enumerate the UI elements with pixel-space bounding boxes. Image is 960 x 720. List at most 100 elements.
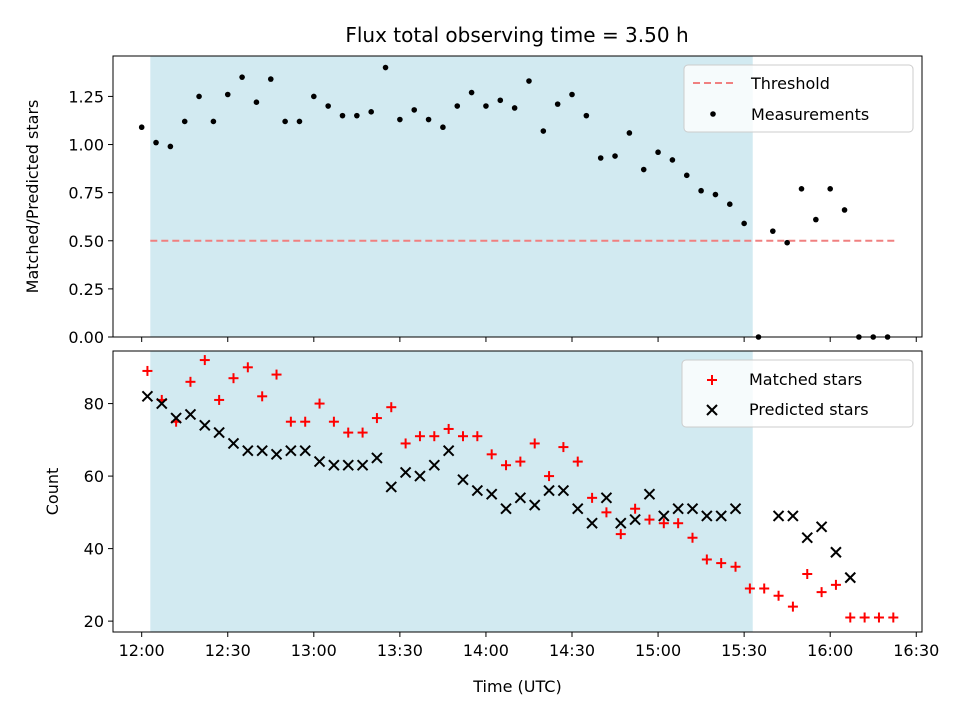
predicted-star-point bbox=[701, 510, 713, 522]
ratio-axes-frame bbox=[112, 55, 923, 338]
y-tick-label: 80 bbox=[84, 395, 104, 414]
measurement-point bbox=[569, 91, 575, 98]
predicted-star-point bbox=[514, 492, 527, 504]
y-tick-label: 60 bbox=[84, 467, 104, 486]
matched-star-point bbox=[443, 423, 454, 434]
measurement-point bbox=[640, 166, 647, 173]
measurement-point bbox=[526, 78, 532, 84]
measurement-point bbox=[296, 118, 303, 125]
legend-frame bbox=[681, 359, 914, 428]
measurement-point bbox=[827, 186, 833, 192]
predicted-star-point bbox=[199, 419, 211, 432]
measurement-point bbox=[267, 76, 274, 82]
predicted-star-point bbox=[672, 503, 684, 515]
legend-measurements-label: Measurements bbox=[751, 105, 869, 124]
matched-star-point bbox=[644, 514, 655, 525]
matched-star-point bbox=[587, 492, 598, 503]
legend-threshold-label: Threshold bbox=[750, 74, 830, 93]
predicted-star-point bbox=[414, 470, 426, 482]
matched-star-point bbox=[328, 416, 339, 427]
measurement-point bbox=[583, 112, 590, 119]
matched-star-point bbox=[400, 438, 411, 449]
predicted-star-point bbox=[500, 503, 512, 515]
predicted-star-point bbox=[557, 484, 570, 497]
matched-star-point bbox=[185, 376, 196, 387]
matched-star-point bbox=[429, 431, 440, 442]
measurement-point bbox=[354, 112, 360, 119]
matched-star-point bbox=[357, 427, 368, 438]
predicted-star-point bbox=[815, 521, 828, 533]
predicted-star-point bbox=[356, 459, 369, 471]
matched-star-point bbox=[285, 416, 296, 427]
predicted-star-point bbox=[801, 532, 813, 544]
observing-span-band bbox=[150, 56, 753, 337]
matched-star-point bbox=[486, 449, 497, 460]
measurement-point bbox=[612, 153, 618, 159]
x-tick-label: 14:30 bbox=[549, 641, 595, 660]
x-tick-label: 15:30 bbox=[721, 641, 767, 660]
measurement-point bbox=[698, 187, 704, 194]
predicted-star-point bbox=[285, 445, 297, 457]
legend-frame bbox=[683, 64, 914, 133]
measurement-point bbox=[511, 105, 518, 111]
matched-star-point bbox=[701, 554, 712, 565]
measurement-point bbox=[282, 118, 288, 125]
measurement-point bbox=[454, 103, 461, 109]
predicted-star-point bbox=[328, 459, 340, 471]
measurement-point bbox=[669, 157, 676, 163]
measurement-point bbox=[483, 103, 489, 109]
measurement-point bbox=[841, 207, 848, 213]
measurement-point bbox=[770, 228, 776, 234]
matched-star-point bbox=[816, 587, 827, 598]
predicted-star-point bbox=[844, 571, 856, 584]
ratio-panel: 0.00 0.25 0.50 0.75 1.00 1.25 Matched/Predicte… bbox=[23, 55, 923, 347]
x-tick-label: 13:30 bbox=[377, 641, 423, 660]
x-tick-label: 14:00 bbox=[463, 641, 509, 660]
matched-star-point bbox=[787, 601, 798, 612]
measurement-point bbox=[597, 155, 604, 161]
measurement-point bbox=[224, 91, 231, 98]
predicted-star-point bbox=[715, 510, 727, 522]
predicted-star-point bbox=[256, 445, 268, 457]
measurement-point bbox=[683, 172, 690, 179]
legend-matched-label: Matched stars bbox=[749, 370, 862, 389]
matched-star-point bbox=[859, 612, 870, 623]
chart-title: Flux total observing time = 3.50 h bbox=[345, 23, 688, 47]
legend-matched-swatch bbox=[707, 375, 717, 385]
x-tick-label: 12:00 bbox=[119, 641, 165, 660]
predicted-star-point bbox=[170, 412, 182, 424]
matched-star-point bbox=[873, 612, 884, 623]
predicted-star-point bbox=[600, 492, 613, 504]
predicted-star-point bbox=[471, 484, 484, 497]
matched-star-point bbox=[615, 529, 626, 540]
matched-star-point bbox=[658, 518, 669, 529]
x-tick-label: 15:00 bbox=[635, 641, 681, 660]
matched-star-point bbox=[888, 612, 899, 623]
matched-star-point bbox=[228, 373, 239, 384]
y-axis-label: Matched/Predicted stars bbox=[23, 100, 42, 294]
legend-measurements-swatch bbox=[710, 111, 716, 117]
matched-star-point bbox=[472, 431, 483, 442]
matched-star-point bbox=[199, 355, 210, 366]
predicted-star-point bbox=[428, 459, 441, 471]
matched-star-point bbox=[673, 518, 684, 529]
matched-star-point bbox=[371, 413, 382, 424]
legend-predicted-label: Predicted stars bbox=[749, 400, 869, 419]
predicted-star-point bbox=[686, 503, 699, 515]
matched-star-point bbox=[744, 583, 755, 594]
predicted-star-point bbox=[299, 445, 311, 457]
measurement-point bbox=[339, 112, 346, 119]
matched-star-point bbox=[257, 391, 268, 402]
count-axes-frame bbox=[112, 350, 923, 633]
predicted-star-point bbox=[457, 474, 469, 486]
measurement-point bbox=[368, 109, 374, 115]
predicted-star-point bbox=[442, 445, 455, 457]
measurement-point bbox=[153, 139, 159, 146]
legend-predicted-swatch bbox=[706, 404, 718, 416]
matched-star-point bbox=[802, 568, 813, 579]
matched-star-point bbox=[142, 365, 153, 376]
x-tick-label: 16:00 bbox=[807, 641, 853, 660]
predicted-star-point bbox=[543, 484, 555, 497]
measurement-point bbox=[397, 116, 403, 123]
